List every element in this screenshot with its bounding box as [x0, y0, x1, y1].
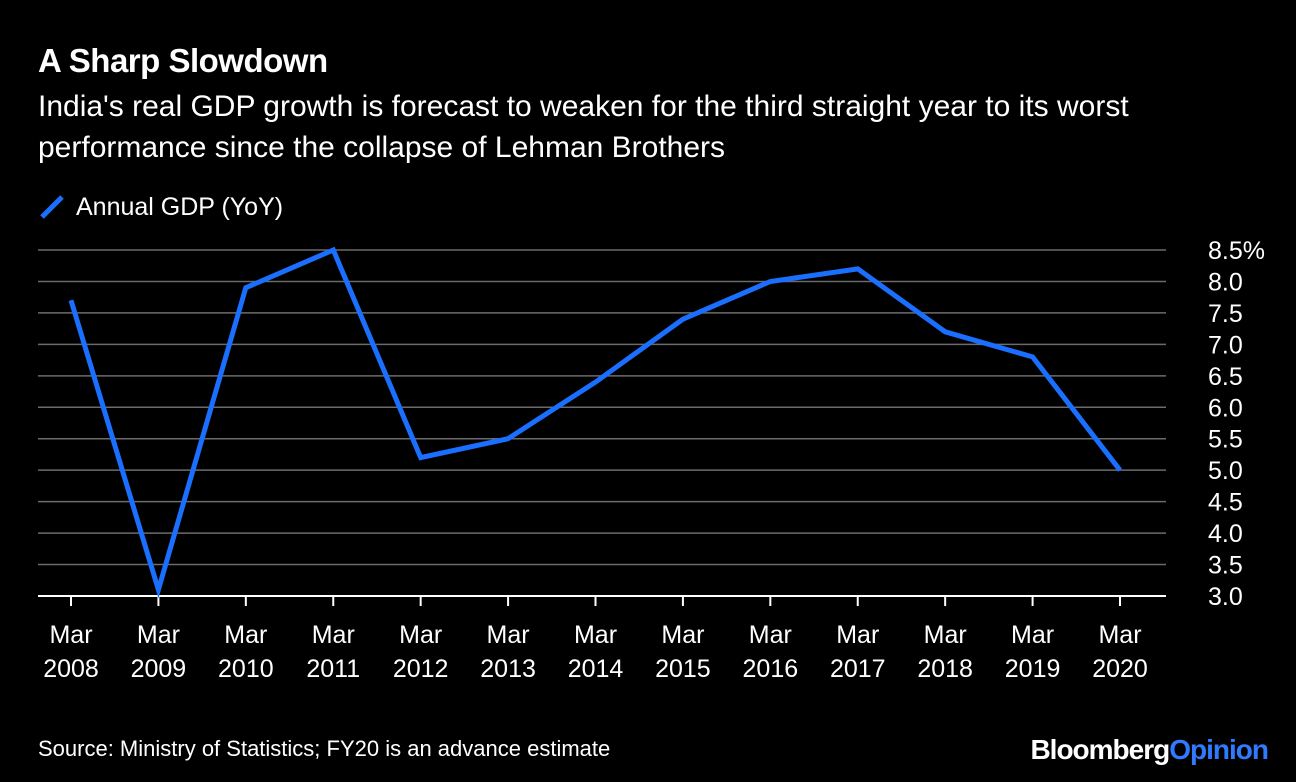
- brand-secondary: Opinion: [1169, 734, 1269, 765]
- x-tick-label-year: 2009: [131, 655, 187, 683]
- data-point: [857, 268, 859, 270]
- y-tick-label: 7.5: [1208, 300, 1243, 328]
- x-tick-label-month: Mar: [224, 621, 267, 649]
- data-point: [70, 299, 72, 301]
- legend-label: Annual GDP (YoY): [76, 192, 284, 221]
- data-point: [507, 438, 509, 440]
- y-tick-label: 6.0: [1208, 394, 1243, 422]
- y-tick-label: 5.5: [1208, 426, 1243, 454]
- x-tick-label-year: 2019: [1005, 655, 1061, 683]
- y-tick-label: 6.5: [1208, 363, 1243, 391]
- x-tick-label-month: Mar: [312, 621, 355, 649]
- y-tick-label: 8.0: [1208, 268, 1243, 296]
- x-tick-label-year: 2008: [43, 655, 99, 683]
- brand-logo: BloombergOpinion: [1030, 734, 1269, 766]
- x-tick-label-month: Mar: [836, 621, 879, 649]
- y-tick-label: 8.5%: [1208, 237, 1265, 265]
- x-tick-label-month: Mar: [1011, 621, 1054, 649]
- x-tick-label-year: 2018: [917, 655, 973, 683]
- x-tick-label-month: Mar: [137, 621, 180, 649]
- data-point: [157, 589, 159, 591]
- x-tick-label-month: Mar: [49, 621, 92, 649]
- data-point: [1032, 356, 1034, 358]
- x-tick-label-month: Mar: [574, 621, 617, 649]
- x-tick-label-year: 2010: [218, 655, 274, 683]
- data-point: [944, 331, 946, 333]
- x-tick-label-year: 2013: [480, 655, 536, 683]
- source-note: Source: Ministry of Statistics; FY20 is …: [38, 736, 611, 761]
- x-tick-label-month: Mar: [924, 621, 967, 649]
- y-tick-label: 3.0: [1208, 583, 1243, 611]
- data-point: [420, 457, 422, 459]
- data-point: [245, 287, 247, 289]
- x-tick-label-month: Mar: [487, 621, 530, 649]
- x-tick-label-month: Mar: [1098, 621, 1141, 649]
- data-point: [769, 280, 771, 282]
- y-tick-label: 4.0: [1208, 520, 1243, 548]
- x-tick-label-year: 2012: [393, 655, 449, 683]
- chart-subtitle: India's real GDP growth is forecast to w…: [38, 90, 1129, 164]
- x-tick-label-year: 2011: [306, 655, 360, 683]
- x-tick-label-year: 2015: [655, 655, 711, 683]
- x-tick-label-month: Mar: [661, 621, 704, 649]
- x-tick-label-month: Mar: [399, 621, 442, 649]
- y-tick-label: 5.0: [1208, 457, 1243, 485]
- data-point: [682, 318, 684, 320]
- data-point: [1119, 469, 1121, 471]
- x-tick-label-year: 2020: [1092, 655, 1148, 683]
- brand-primary: Bloomberg: [1030, 734, 1170, 765]
- y-tick-label: 3.5: [1208, 552, 1243, 580]
- chart-title: A Sharp Slowdown: [38, 42, 328, 79]
- y-tick-label: 4.5: [1208, 489, 1243, 517]
- x-tick-label-year: 2017: [830, 655, 886, 683]
- legend: Annual GDP (YoY): [38, 190, 283, 224]
- y-tick-label: 7.0: [1208, 331, 1243, 359]
- series-line-annual-gdp: [68, 246, 1122, 599]
- x-tick-label-year: 2014: [568, 655, 624, 683]
- x-tick-label-year: 2016: [743, 655, 799, 683]
- x-tick-label-month: Mar: [749, 621, 792, 649]
- data-point: [595, 381, 596, 383]
- data-point: [332, 249, 334, 251]
- slash-line-icon: [40, 195, 64, 219]
